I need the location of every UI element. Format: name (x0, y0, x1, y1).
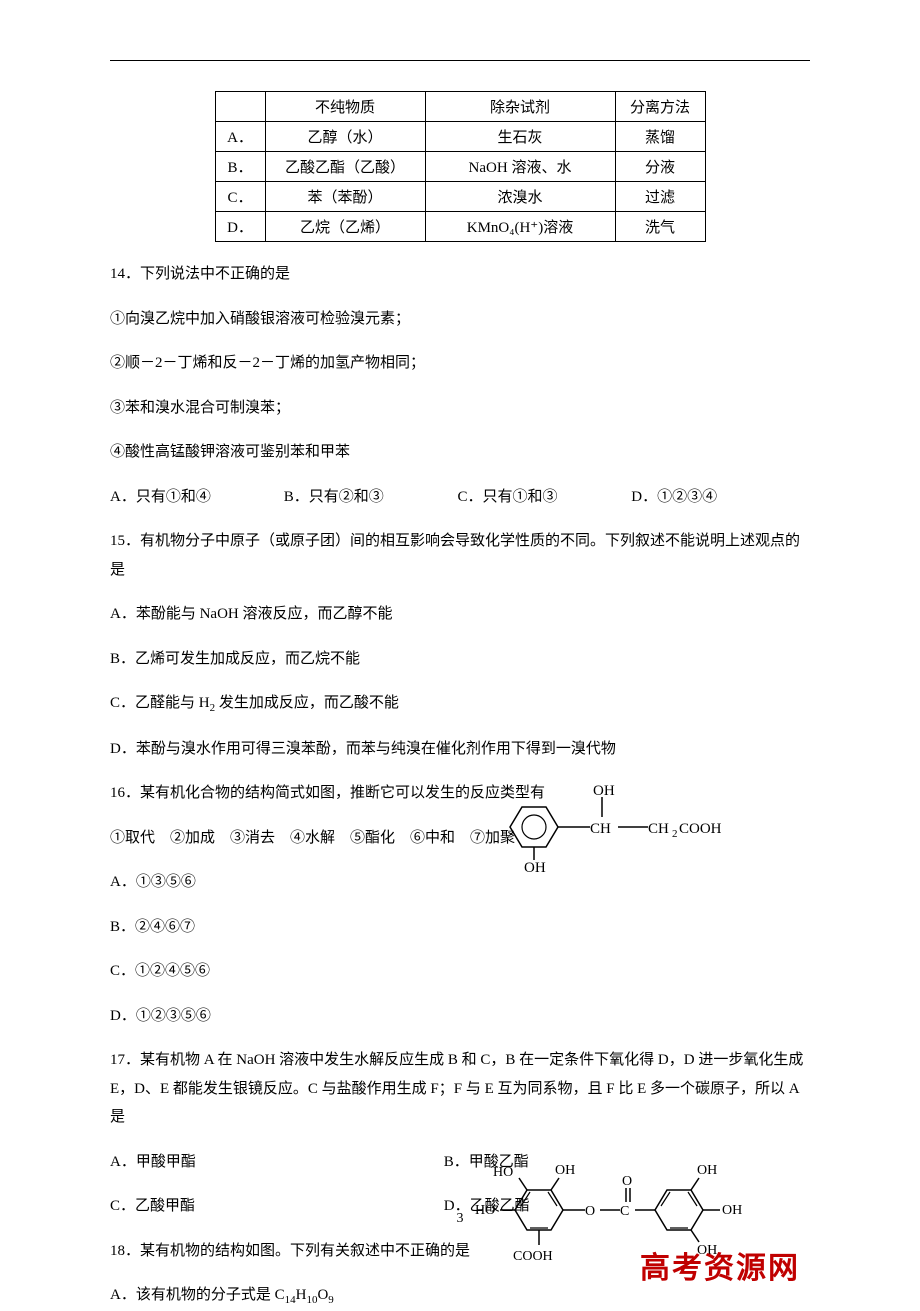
q14-optD: D．①②③④ (631, 483, 717, 512)
svg-text:COOH: COOH (513, 1249, 553, 1264)
cell: 乙酸乙酯（乙酸） (265, 152, 425, 182)
q16-optD: D．①②③⑤⑥ (110, 1002, 810, 1031)
table-row: B． 乙酸乙酯（乙酸） NaOH 溶液、水 分液 (215, 152, 705, 182)
q15-optC-pre: C．乙醛能与 H (110, 695, 210, 711)
svg-text:COOH: COOH (679, 821, 722, 837)
q14-optC: C．只有①和③ (458, 483, 628, 512)
purification-table: 不纯物质 除杂试剂 分离方法 A． 乙醇（水） 生石灰 蒸馏 B． 乙酸乙酯（乙… (215, 91, 706, 242)
cell: 乙醇（水） (265, 122, 425, 152)
svg-text:OH: OH (524, 860, 546, 872)
q14-s1: ①向溴乙烷中加入硝酸银溶液可检验溴元素； (110, 305, 810, 334)
cell: 洗气 (615, 212, 705, 242)
top-rule (110, 60, 810, 61)
svg-text:OH: OH (697, 1163, 717, 1178)
cell: 蒸馏 (615, 122, 705, 152)
svg-text:HO: HO (493, 1165, 513, 1180)
q14-optB: B．只有②和③ (284, 483, 454, 512)
th-method: 分离方法 (615, 92, 705, 122)
watermark-text: 高考资源网 (640, 1243, 800, 1287)
svg-text:OH: OH (555, 1163, 575, 1178)
table-row: A． 乙醇（水） 生石灰 蒸馏 (215, 122, 705, 152)
table-header-row: 不纯物质 除杂试剂 分离方法 (215, 92, 705, 122)
q15-optC: C．乙醛能与 H2 发生加成反应，而乙酸不能 (110, 689, 810, 719)
q14-options: A．只有①和④ B．只有②和③ C．只有①和③ D．①②③④ (110, 483, 810, 512)
q14-s4: ④酸性高锰酸钾溶液可鉴别苯和甲苯 (110, 438, 810, 467)
q14-stem: 14．下列说法中不正确的是 (110, 260, 810, 289)
q17-stem: 17．某有机物 A 在 NaOH 溶液中发生水解反应生成 B 和 C，B 在一定… (110, 1046, 810, 1132)
q17-optA: A．甲酸甲酯 (110, 1148, 440, 1177)
q16-structure-figure: OH CH CH 2 COOH OH (480, 782, 760, 872)
q18-optA-mid2: O (317, 1287, 328, 1303)
q18-optA-s3: 9 (328, 1294, 334, 1306)
svg-text:2: 2 (672, 828, 678, 840)
cell: 乙烷（乙烯） (265, 212, 425, 242)
cell: 分液 (615, 152, 705, 182)
q15-optC-post: 发生加成反应，而乙酸不能 (215, 695, 399, 711)
svg-text:CH: CH (648, 821, 669, 837)
cell: 苯（苯酚） (265, 182, 425, 212)
q16-optA: A．①③⑤⑥ (110, 868, 810, 897)
q18-optA-pre: A．该有机物的分子式是 C (110, 1287, 285, 1303)
q15-stem: 15．有机物分子中原子（或原子团）间的相互影响会导致化学性质的不同。下列叙述不能… (110, 527, 810, 584)
q14-s2: ②顺－2－丁烯和反－2－丁烯的加氢产物相同； (110, 349, 810, 378)
th-blank (215, 92, 265, 122)
cell: D． (215, 212, 265, 242)
q15-optA: A．苯酚能与 NaOH 溶液反应，而乙醇不能 (110, 600, 810, 629)
cell: 生石灰 (425, 122, 615, 152)
cell: 浓溴水 (425, 182, 615, 212)
cell: A． (215, 122, 265, 152)
svg-text:CH: CH (590, 821, 611, 837)
q16-optC: C．①②④⑤⑥ (110, 957, 810, 986)
svg-text:OH: OH (593, 783, 615, 799)
q18-optA-s1: 14 (285, 1294, 296, 1306)
q16-optB: B．②④⑥⑦ (110, 913, 810, 942)
svg-text:O: O (622, 1174, 632, 1189)
cell: 过滤 (615, 182, 705, 212)
page-number: 3 (0, 1211, 920, 1227)
q15-optB: B．乙烯可发生加成反应，而乙烷不能 (110, 645, 810, 674)
th-reagent: 除杂试剂 (425, 92, 615, 122)
table-row: D． 乙烷（乙烯） KMnO₄(H⁺)溶液 洗气 (215, 212, 705, 242)
q14-optA: A．只有①和④ (110, 483, 280, 512)
cell: C． (215, 182, 265, 212)
q14-s3: ③苯和溴水混合可制溴苯； (110, 394, 810, 423)
table-row: C． 苯（苯酚） 浓溴水 过滤 (215, 182, 705, 212)
q18-optA-s2: 10 (306, 1294, 317, 1306)
cell: NaOH 溶液、水 (425, 152, 615, 182)
cell: B． (215, 152, 265, 182)
q15-optD: D．苯酚与溴水作用可得三溴苯酚，而苯与纯溴在催化剂作用下得到一溴代物 (110, 735, 810, 764)
th-substance: 不纯物质 (265, 92, 425, 122)
cell: KMnO₄(H⁺)溶液 (425, 212, 615, 242)
q18-optA-mid: H (296, 1287, 307, 1303)
